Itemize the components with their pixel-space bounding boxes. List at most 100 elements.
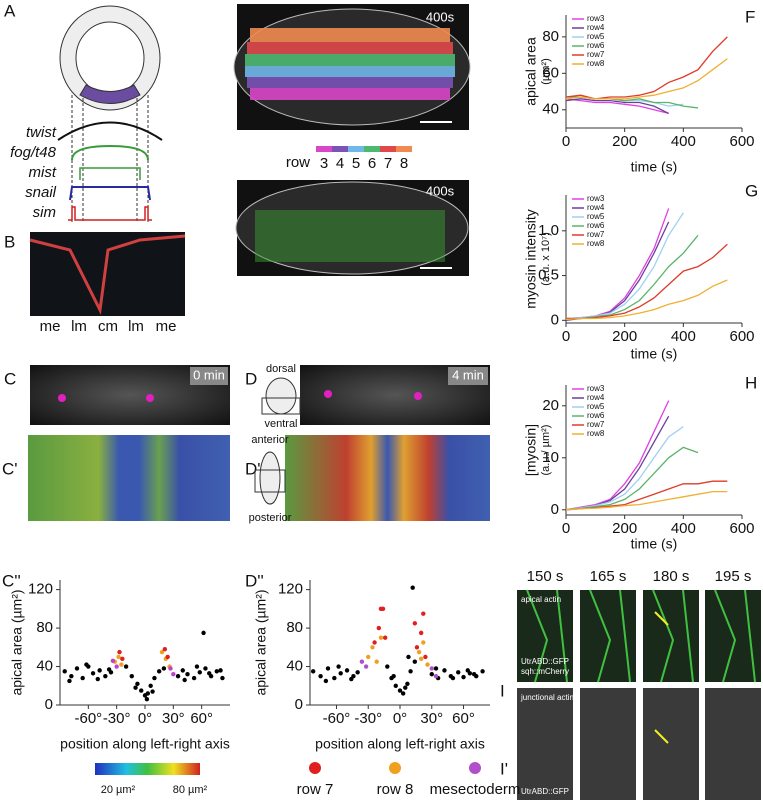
x-axis-label: time (s) bbox=[631, 346, 678, 362]
legend-label: row 8 bbox=[377, 781, 414, 798]
y-tick-label: 0 bbox=[551, 501, 559, 518]
scatter-point bbox=[159, 649, 165, 655]
actin-image bbox=[517, 688, 573, 800]
scatter-point bbox=[374, 659, 379, 664]
scatter-point bbox=[129, 673, 134, 679]
orientation-label: posterior bbox=[249, 512, 292, 524]
y-tick-label: 40 bbox=[542, 101, 559, 118]
panel-label: F bbox=[745, 7, 755, 26]
gene-label: mist bbox=[29, 164, 57, 181]
y-axis-label: apical area (µm²) bbox=[9, 589, 25, 695]
scatter-point bbox=[62, 669, 67, 674]
legend-label: row8 bbox=[587, 239, 605, 248]
scatter-point bbox=[418, 656, 424, 662]
orientation-label: dorsal bbox=[266, 363, 296, 375]
actin-signal bbox=[589, 589, 631, 683]
scatter-point bbox=[95, 676, 100, 682]
legend-label: row3 bbox=[587, 384, 605, 393]
scatter-point bbox=[338, 671, 343, 676]
scatter-point bbox=[391, 673, 396, 679]
scatter-point bbox=[429, 666, 434, 671]
actin-signal bbox=[714, 589, 756, 683]
x-tick-label: 200 bbox=[612, 133, 637, 150]
gene-label: fog/t48 bbox=[10, 144, 57, 161]
x-tick-label: -30° bbox=[354, 710, 382, 727]
scatter-point bbox=[403, 685, 408, 690]
row-swatch bbox=[316, 146, 332, 152]
scatter-point bbox=[363, 664, 369, 669]
y-axis-label: apical area (µm²) bbox=[253, 589, 269, 695]
scatter-point bbox=[378, 635, 384, 640]
series-line bbox=[565, 208, 670, 320]
legend-label: row4 bbox=[587, 393, 605, 402]
series-line bbox=[565, 98, 669, 115]
scatter-point bbox=[110, 658, 116, 663]
panel-label: G bbox=[745, 181, 758, 200]
scatter-point bbox=[180, 668, 185, 673]
legend-label: mesectoderm bbox=[430, 781, 521, 798]
legend-swatch bbox=[389, 762, 401, 774]
series-line bbox=[565, 279, 728, 321]
row-number: 5 bbox=[352, 155, 360, 172]
scatter-point bbox=[408, 669, 413, 674]
scatter-point bbox=[359, 659, 365, 664]
x-tick-label: 400 bbox=[671, 520, 696, 537]
actin-image bbox=[580, 688, 636, 800]
row-swatch bbox=[380, 146, 396, 152]
scatter-point bbox=[456, 670, 461, 675]
scatter-point bbox=[450, 675, 456, 681]
scatter-point bbox=[433, 673, 439, 679]
x-tick-label: 0 bbox=[562, 328, 570, 345]
gene-label: twist bbox=[26, 124, 57, 141]
image-label: sqh::mCherry bbox=[521, 667, 569, 676]
x-tick-label: 0° bbox=[393, 710, 407, 727]
x-tick-label: 200 bbox=[612, 328, 637, 345]
time-stamp: 400s bbox=[426, 9, 455, 24]
scatter-point bbox=[336, 664, 341, 669]
scatter-point bbox=[133, 685, 138, 690]
scatter-point bbox=[406, 654, 411, 660]
series-line bbox=[565, 490, 728, 511]
legend-label: row3 bbox=[587, 194, 605, 203]
scatter-point bbox=[412, 659, 418, 664]
scatter-point bbox=[182, 677, 187, 683]
time-stamp: 400s bbox=[426, 183, 455, 198]
panel-label: C' bbox=[2, 459, 18, 478]
scatter-point bbox=[325, 666, 331, 671]
series-line bbox=[565, 98, 669, 115]
scatter-point bbox=[80, 675, 85, 681]
panel-label: C'' bbox=[2, 571, 21, 590]
row-number: 3 bbox=[320, 155, 328, 172]
panel-label: A bbox=[4, 1, 16, 20]
legend-label: row4 bbox=[587, 203, 605, 212]
panel-label: I bbox=[500, 681, 505, 700]
region-label: me bbox=[156, 318, 177, 335]
scatter-point bbox=[418, 630, 424, 636]
legend-label: row7 bbox=[587, 420, 605, 429]
scatter-point bbox=[344, 668, 350, 673]
legend-label: row8 bbox=[587, 429, 605, 438]
arrow bbox=[654, 611, 669, 626]
scatter-point bbox=[423, 654, 428, 660]
scatter-point bbox=[123, 664, 129, 669]
region-label: lm bbox=[128, 318, 144, 335]
panel-label: H bbox=[745, 373, 757, 392]
time-label: 195 s bbox=[715, 568, 752, 585]
scatter-point bbox=[323, 678, 329, 684]
scatter-point bbox=[370, 645, 375, 650]
x-tick-label: 30° bbox=[420, 710, 443, 727]
scatter-point bbox=[372, 640, 377, 645]
series-line bbox=[565, 446, 699, 511]
orientation-label: anterior bbox=[251, 434, 289, 446]
scatter-point bbox=[69, 673, 74, 679]
scatter-point bbox=[442, 668, 447, 673]
y-axis-label: [myosin] bbox=[523, 424, 539, 476]
y-tick-label: 20 bbox=[542, 397, 559, 414]
arrow bbox=[654, 729, 669, 744]
scatter-point bbox=[480, 669, 485, 674]
scatter-point bbox=[207, 671, 212, 676]
x-tick-label: 0 bbox=[562, 133, 570, 150]
x-axis-label: position along left-right axis bbox=[60, 736, 230, 752]
y-tick-label: 80 bbox=[286, 619, 303, 636]
series-line bbox=[565, 426, 684, 511]
